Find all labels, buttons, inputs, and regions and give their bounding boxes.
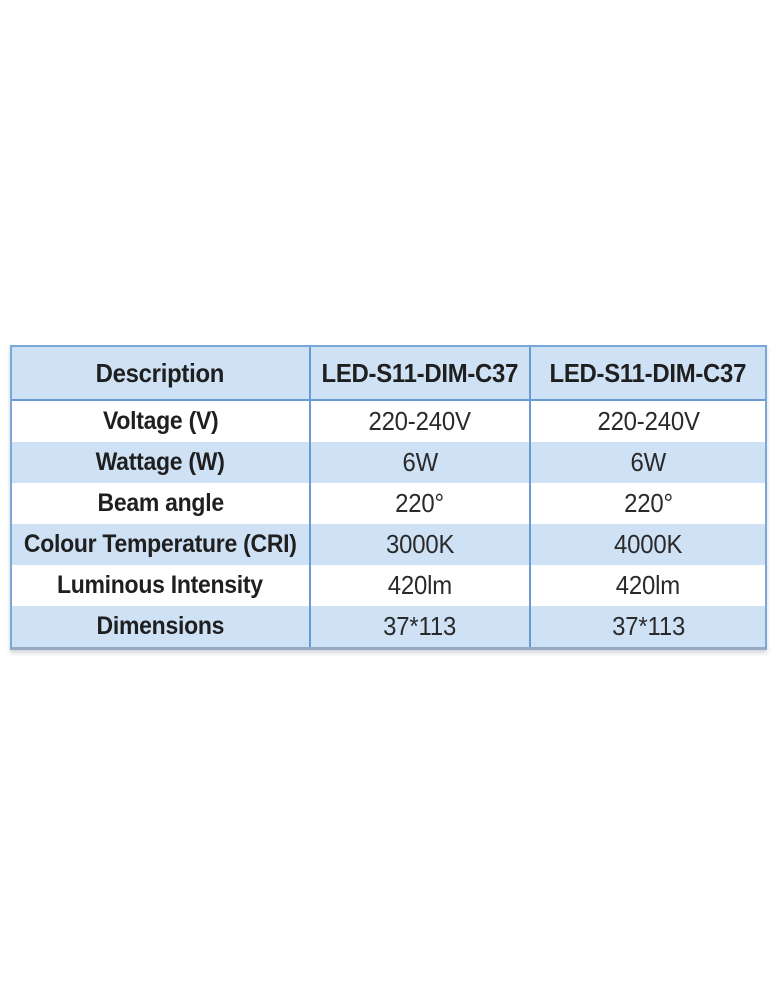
row-value: 37*113 [383,611,457,641]
row-value: 220-240V [597,406,700,436]
row-value-cell: 420lm [308,565,530,606]
row-value: 6W [402,447,438,477]
header-cell-model-1: LED-S11-DIM-C37 [308,347,530,399]
row-label-cell: Voltage (V) [12,401,309,442]
row-value: 220° [623,488,673,518]
header-model-2-label: LED-S11-DIM-C37 [549,357,747,388]
table-row-wattage: Wattage (W) 6W 6W [12,442,765,483]
table-row-beam-angle: Beam angle 220° 220° [12,483,765,524]
row-label: Wattage (W) [95,448,225,476]
row-value: 420lm [387,570,453,600]
table-header-row: Description LED-S11-DIM-C37 LED-S11-DIM-… [12,347,765,401]
row-value-cell: 220-240V [529,401,765,442]
row-value-cell: 37*113 [529,606,765,647]
row-value: 220° [395,488,445,518]
row-value-cell: 4000K [529,524,765,565]
table-row-colour-temperature: Colour Temperature (CRI) 3000K 4000K [12,524,765,565]
row-label-cell: Beam angle [12,483,309,524]
row-label: Beam angle [97,489,224,517]
row-value: 37*113 [611,611,685,641]
row-label: Dimensions [96,612,225,640]
row-value-cell: 420lm [529,565,765,606]
row-label-cell: Dimensions [12,606,309,647]
row-label-cell: Wattage (W) [12,442,309,483]
row-value: 220-240V [368,406,472,436]
row-value-cell: 6W [529,442,765,483]
row-value-cell: 6W [308,442,530,483]
row-value: 4000K [614,529,683,559]
row-value-cell: 220° [529,483,765,524]
row-value: 420lm [616,570,681,600]
row-value: 6W [630,447,666,477]
row-value: 3000K [385,529,455,559]
table-row-voltage: Voltage (V) 220-240V 220-240V [12,401,765,442]
spec-table: Description LED-S11-DIM-C37 LED-S11-DIM-… [10,345,767,650]
row-label: Voltage (V) [102,407,219,435]
row-label: Luminous Intensity [57,571,264,599]
table-row-luminous-intensity: Luminous Intensity 420lm 420lm [12,565,765,606]
row-value-cell: 3000K [308,524,530,565]
header-cell-model-2: LED-S11-DIM-C37 [529,347,765,399]
header-model-1-label: LED-S11-DIM-C37 [321,357,519,388]
row-value-cell: 37*113 [308,606,530,647]
row-label-cell: Luminous Intensity [12,565,309,606]
row-label: Colour Temperature (CRI) [23,530,297,558]
table-row-dimensions: Dimensions 37*113 37*113 [12,606,765,647]
header-description-label: Description [96,357,225,388]
row-label-cell: Colour Temperature (CRI) [12,524,309,565]
row-value-cell: 220-240V [308,401,530,442]
row-value-cell: 220° [308,483,530,524]
header-cell-description: Description [12,347,309,399]
